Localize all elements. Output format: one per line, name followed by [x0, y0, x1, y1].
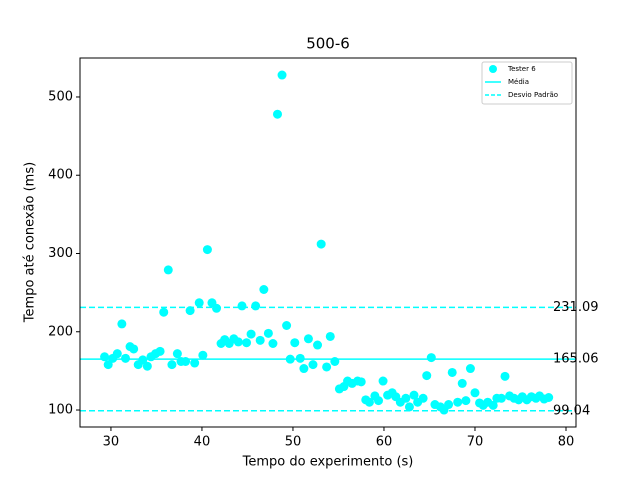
point — [364, 397, 374, 407]
y-tick-label: 400 — [48, 168, 73, 183]
line-label: 99.04 — [553, 403, 590, 418]
point — [313, 340, 323, 350]
point — [255, 335, 265, 345]
point — [544, 392, 554, 402]
point — [447, 367, 457, 377]
point — [202, 245, 212, 255]
legend-label: Média — [508, 78, 529, 86]
legend-label: Desvio Padrão — [508, 91, 558, 99]
point — [212, 303, 222, 313]
point — [112, 349, 122, 359]
point — [181, 356, 191, 366]
point — [159, 307, 169, 317]
point — [268, 338, 278, 348]
point — [100, 352, 110, 362]
y-tick-label: 100 — [48, 403, 73, 418]
point — [418, 393, 428, 403]
x-tick-label: 60 — [376, 435, 393, 450]
y-tick-label: 200 — [48, 324, 73, 339]
point — [282, 320, 292, 330]
point — [290, 338, 300, 348]
point — [259, 284, 269, 294]
point — [316, 239, 326, 249]
x-axis-label: Tempo do experimento (s) — [242, 455, 414, 470]
point — [185, 306, 195, 316]
point — [325, 331, 335, 341]
point — [167, 360, 177, 370]
point — [233, 337, 243, 347]
x-tick-label: 50 — [285, 435, 302, 450]
x-tick-label: 40 — [194, 435, 211, 450]
point — [404, 402, 414, 412]
point — [172, 349, 182, 359]
point — [444, 400, 454, 410]
point — [272, 109, 282, 119]
point — [322, 362, 332, 372]
chart-title: 500-6 — [306, 35, 350, 53]
point — [453, 397, 463, 407]
point — [500, 371, 510, 381]
point — [117, 319, 127, 329]
point — [246, 329, 256, 339]
point — [488, 400, 498, 410]
y-tick-label: 500 — [48, 89, 73, 104]
x-tick-label: 80 — [558, 435, 575, 450]
point — [374, 396, 384, 406]
point — [242, 338, 252, 348]
point — [308, 360, 318, 370]
point — [103, 360, 113, 370]
y-tick-label: 300 — [48, 246, 73, 261]
point — [330, 356, 340, 366]
point — [401, 393, 411, 403]
point — [251, 301, 261, 311]
point — [155, 346, 165, 356]
legend-marker — [489, 65, 497, 73]
point — [163, 265, 173, 275]
point — [303, 334, 313, 344]
point — [378, 376, 388, 386]
point — [422, 371, 432, 381]
point — [198, 350, 208, 360]
legend-label: Tester 6 — [507, 65, 536, 73]
point — [277, 70, 287, 80]
point — [426, 353, 436, 363]
point — [409, 390, 419, 400]
point — [190, 358, 200, 368]
x-tick-label: 30 — [103, 435, 120, 450]
point — [263, 328, 273, 338]
point — [496, 393, 506, 403]
point — [142, 361, 152, 371]
legend-box — [481, 61, 573, 105]
plot-frame — [79, 57, 577, 428]
point — [461, 396, 471, 406]
point — [194, 298, 204, 308]
x-tick-label: 70 — [467, 435, 484, 450]
point — [465, 364, 475, 374]
point — [356, 377, 366, 387]
point — [470, 388, 480, 398]
point — [299, 364, 309, 374]
point — [129, 344, 139, 354]
y-axis-label: Tempo até conexão (ms) — [23, 162, 38, 323]
point — [457, 378, 467, 388]
point — [237, 301, 247, 311]
point — [138, 355, 148, 365]
